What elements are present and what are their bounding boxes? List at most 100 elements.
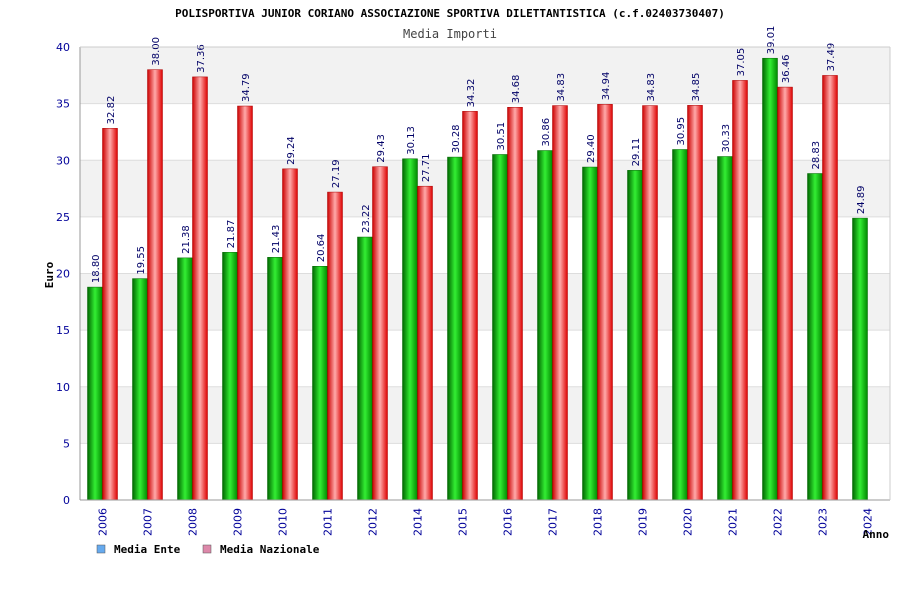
bar-media-ente-2019 (627, 170, 643, 501)
grid-band (80, 386, 890, 444)
data-label-media-ente-2007: 19.55 (136, 246, 147, 275)
data-label-media-nazionale-2018: 34.94 (601, 72, 612, 101)
bar-media-ente-2007 (132, 278, 148, 501)
data-label-media-ente-2020: 30.95 (676, 117, 687, 146)
bar-media-nazionale-2011 (327, 191, 343, 501)
data-label-media-nazionale-2023: 37.49 (826, 43, 837, 72)
bar-media-ente-2018 (582, 166, 598, 501)
data-label-media-ente-2017: 30.86 (541, 118, 552, 147)
legend-swatch (202, 544, 212, 554)
grid-band (80, 160, 890, 217)
legend-label: Media Nazionale (220, 543, 320, 556)
bar-media-ente-2021 (717, 156, 733, 501)
x-tick-label: 2011 (322, 508, 335, 536)
x-tick-label: 2016 (502, 508, 515, 536)
y-tick-label: 30 (56, 154, 70, 167)
axes (79, 46, 891, 501)
y-tick-label: 25 (56, 211, 70, 224)
bar-media-ente-2006 (87, 286, 103, 501)
data-label-media-nazionale-2022: 36.46 (781, 54, 792, 83)
data-label-media-nazionale-2017: 34.83 (556, 73, 567, 102)
bar-media-ente-2011 (312, 266, 328, 501)
x-tick-label: 2018 (592, 508, 605, 536)
x-tick-label: 2010 (277, 508, 290, 536)
data-label-media-ente-2010: 21.43 (271, 225, 282, 254)
legend-swatch (96, 544, 106, 554)
legend-item: Media Ente (96, 543, 181, 556)
bar-media-ente-2008 (177, 257, 193, 501)
data-label-media-ente-2016: 30.51 (496, 122, 507, 151)
bar-media-ente-2010 (267, 257, 283, 501)
data-label-media-ente-2024: 24.89 (856, 185, 867, 214)
x-tick-label: 2019 (637, 508, 650, 536)
x-tick-label: 2017 (547, 508, 560, 536)
bar-media-nazionale-2010 (282, 168, 298, 501)
x-tick-label: 2023 (817, 508, 830, 536)
chart-subtitle: Media Importi (403, 27, 497, 41)
legend: Media Ente Media Nazionale (96, 543, 320, 556)
data-label-media-nazionale-2020: 34.85 (691, 73, 702, 102)
x-tick-label: 2021 (727, 508, 740, 536)
data-labels: 18.80 32.82 19.55 38.00 21.38 37.36 21.87 34.79… (91, 26, 867, 284)
x-tick-label: 2024 (862, 508, 875, 536)
bar-media-nazionale-2021 (732, 80, 748, 501)
x-tick-label: 2008 (187, 508, 200, 536)
bar-media-nazionale-2008 (192, 76, 208, 501)
y-axis-label: Euro (43, 261, 56, 288)
data-label-media-nazionale-2011: 27.19 (331, 159, 342, 188)
grid-band (80, 47, 890, 104)
data-label-media-ente-2023: 28.83 (811, 141, 822, 170)
y-tick-label: 0 (63, 494, 70, 507)
grid-band (80, 273, 890, 331)
x-tick-label: 2014 (412, 508, 425, 536)
data-label-media-nazionale-2016: 34.68 (511, 75, 522, 104)
bar-media-nazionale-2018 (597, 104, 613, 501)
x-axis-label: Anno (863, 528, 890, 541)
y-tick-label: 40 (56, 41, 70, 54)
data-label-media-ente-2008: 21.38 (181, 225, 192, 254)
data-label-media-ente-2006: 18.80 (91, 254, 102, 283)
x-tick-label: 2012 (367, 508, 380, 536)
data-label-media-nazionale-2012: 29.43 (376, 134, 387, 163)
bar-media-ente-2024 (852, 217, 868, 501)
bar-media-nazionale-2019 (642, 105, 658, 501)
data-label-media-nazionale-2006: 32.82 (106, 96, 117, 125)
bar-media-ente-2012 (357, 236, 373, 501)
data-label-media-ente-2015: 30.28 (451, 124, 462, 153)
data-label-media-nazionale-2009: 34.79 (241, 73, 252, 102)
bar-media-nazionale-2022 (777, 86, 793, 501)
data-label-media-ente-2018: 29.40 (586, 134, 597, 163)
data-label-media-nazionale-2008: 37.36 (196, 44, 207, 73)
bar-media-ente-2023 (807, 173, 823, 501)
y-tick-label: 35 (56, 98, 70, 111)
legend-label: Media Ente (114, 543, 181, 556)
x-tick-label: 2006 (97, 508, 110, 536)
legend-item: Media Nazionale (202, 543, 320, 556)
bar-media-nazionale-2023 (822, 75, 838, 501)
data-label-media-ente-2019: 29.11 (631, 138, 642, 167)
data-label-media-ente-2012: 23.22 (361, 204, 372, 233)
data-label-media-nazionale-2014: 27.71 (421, 154, 432, 183)
x-tick-label: 2015 (457, 508, 470, 536)
bar-media-ente-2016 (492, 154, 508, 501)
bar-media-ente-2015 (447, 156, 463, 501)
data-label-media-ente-2021: 30.33 (721, 124, 732, 153)
x-tick-label: 2007 (142, 508, 155, 536)
bar-media-nazionale-2006 (102, 128, 118, 501)
data-label-media-ente-2009: 21.87 (226, 220, 237, 249)
data-label-media-nazionale-2015: 34.32 (466, 79, 477, 108)
bar-media-ente-2014 (402, 158, 418, 501)
bars (87, 57, 868, 501)
bar-media-ente-2022 (762, 57, 778, 501)
y-tick-labels: 0 5 10 15 20 25 30 35 40 (56, 41, 70, 507)
data-label-media-nazionale-2010: 29.24 (286, 136, 297, 165)
data-label-media-ente-2014: 30.13 (406, 126, 417, 155)
bar-media-nazionale-2017 (552, 105, 568, 501)
x-tick-label: 2020 (682, 508, 695, 536)
bar-media-ente-2017 (537, 150, 553, 501)
y-tick-label: 10 (56, 381, 70, 394)
y-tick-label: 20 (56, 268, 70, 281)
bar-media-nazionale-2014 (417, 185, 433, 501)
bar-media-nazionale-2012 (372, 166, 388, 501)
